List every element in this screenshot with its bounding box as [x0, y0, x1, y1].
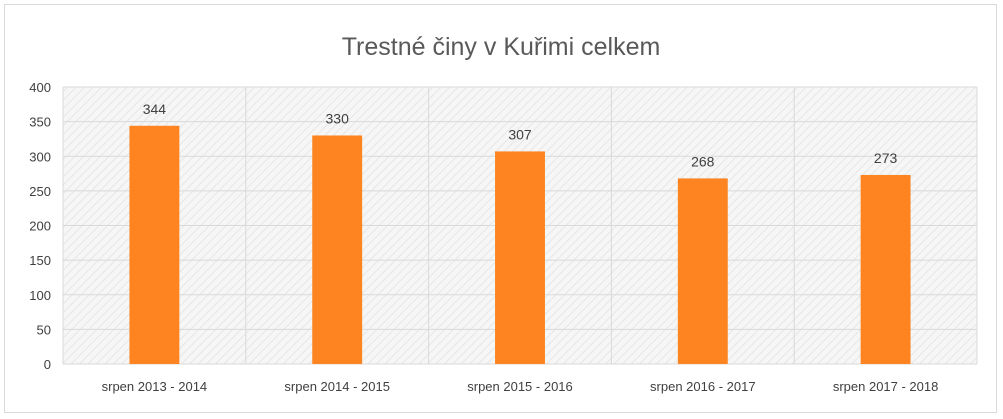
- x-tick-label: srpen 2015 - 2016: [467, 379, 573, 394]
- y-tick-label: 400: [29, 80, 51, 95]
- y-tick-label: 350: [29, 115, 51, 130]
- chart-svg: Trestné činy v Kuřimi celkem 344 330 307 26…: [29, 33, 978, 394]
- data-label: 273: [874, 150, 898, 166]
- bar: [495, 151, 545, 364]
- chart-frame: Trestné činy v Kuřimi celkem 344 330 307 26…: [4, 4, 997, 413]
- chart-title: Trestné činy v Kuřimi celkem: [342, 33, 661, 61]
- y-tick-label: 0: [44, 357, 51, 372]
- x-tick-label: srpen 2017 - 2018: [833, 379, 939, 394]
- y-tick-label: 200: [29, 219, 51, 234]
- bar: [312, 135, 363, 364]
- x-tick-label: srpen 2016 - 2017: [650, 379, 756, 394]
- y-tick-label: 50: [37, 322, 51, 337]
- y-tick-label: 100: [29, 288, 51, 303]
- y-tick-label: 150: [29, 253, 51, 268]
- data-label: 268: [691, 153, 715, 169]
- x-tick-label: srpen 2014 - 2015: [284, 379, 390, 394]
- x-tick-label: srpen 2013 - 2014: [102, 379, 208, 394]
- bar: [860, 174, 911, 364]
- bar: [677, 178, 728, 364]
- y-axis-ticks: 0 50 100 150 200 250 300 350 400: [29, 80, 51, 372]
- bars: [129, 125, 911, 364]
- x-axis-ticks: srpen 2013 - 2014 srpen 2014 - 2015 srpen …: [102, 379, 939, 394]
- data-label: 307: [508, 126, 532, 142]
- bar: [129, 125, 180, 364]
- data-labels: 344 330 307 268 273: [143, 101, 898, 170]
- y-tick-label: 250: [29, 184, 51, 199]
- y-tick-label: 300: [29, 149, 51, 164]
- data-label: 330: [326, 110, 350, 126]
- category-separators: [62, 87, 978, 364]
- data-label: 344: [143, 101, 167, 117]
